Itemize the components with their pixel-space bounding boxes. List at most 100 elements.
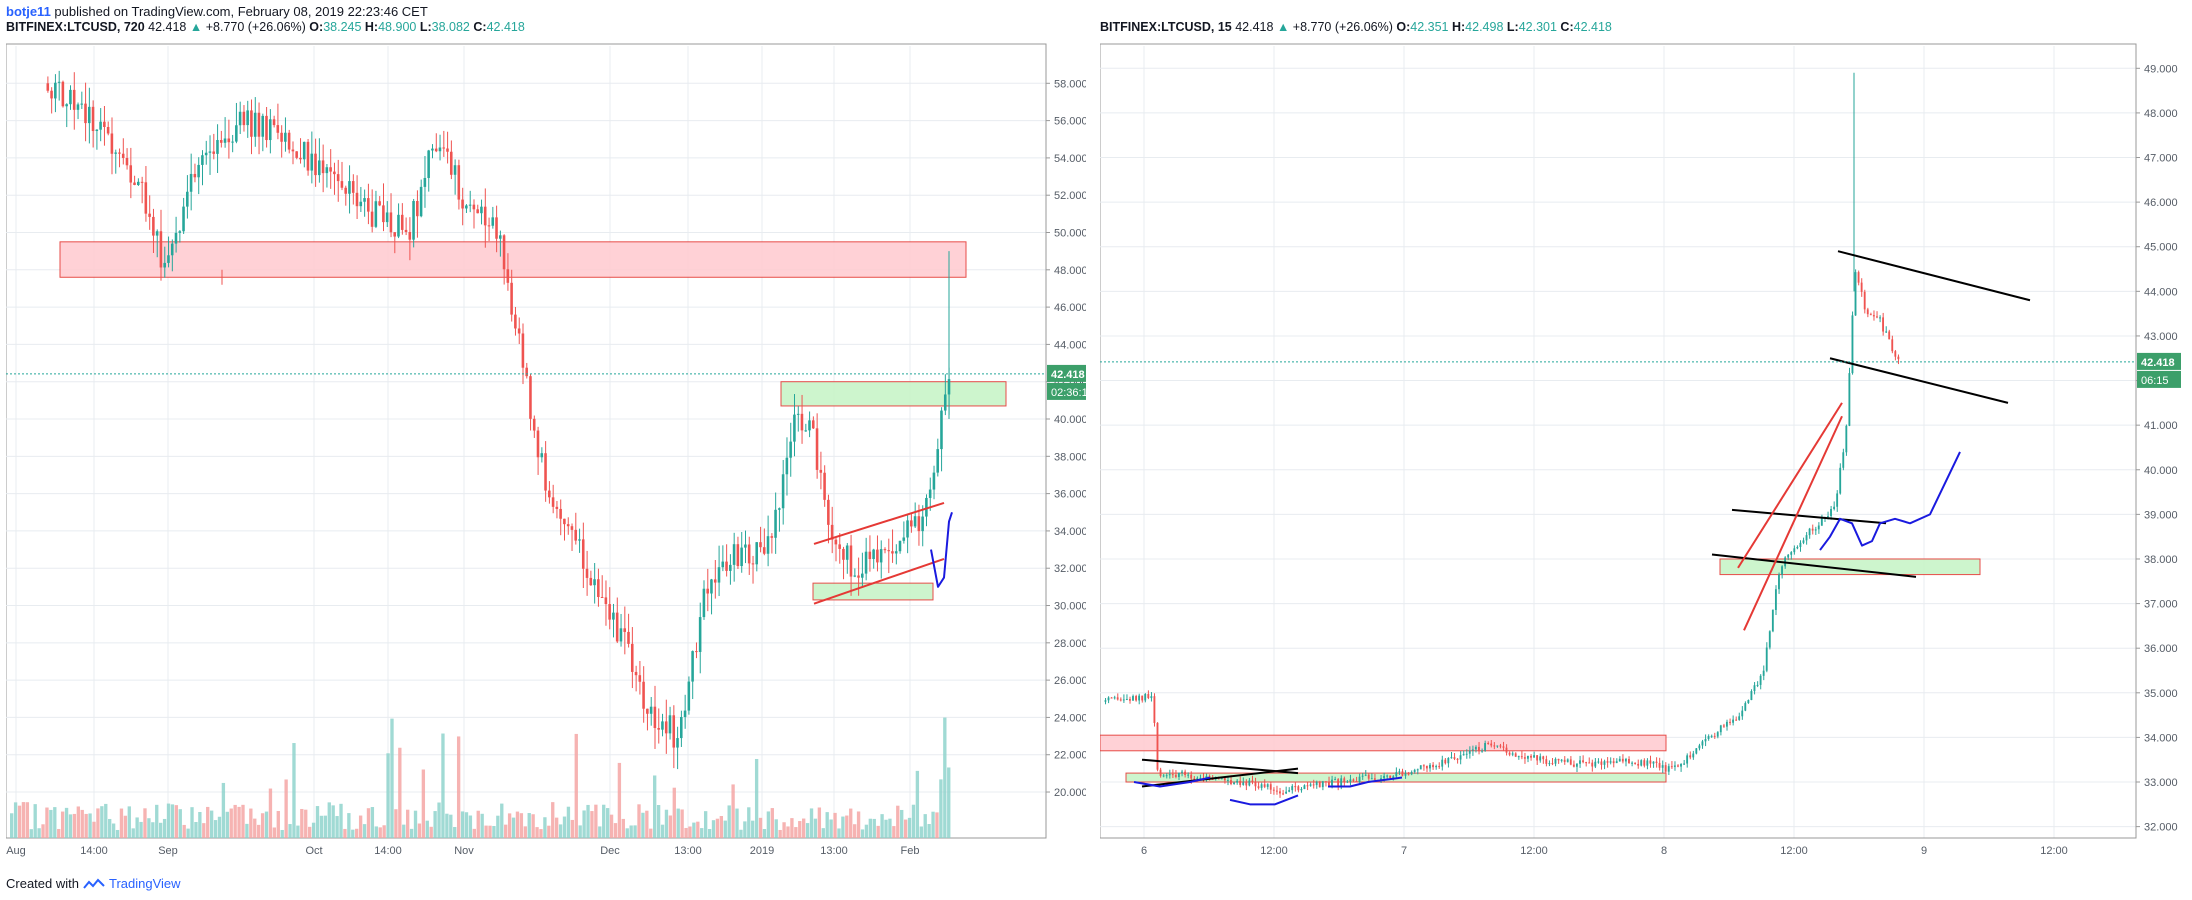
y-tick-label: 41.000 — [2144, 420, 2178, 432]
candle-body — [1722, 725, 1725, 727]
right-chart-legend: BITFINEX:LTCUSD, 15 42.418 ▲ +8.770 (+26… — [1100, 20, 1612, 34]
left-symbol[interactable]: BITFINEX:LTCUSD, 720 — [6, 20, 145, 34]
candle-body — [370, 211, 374, 227]
volume-bar — [147, 818, 151, 838]
candle-body — [1168, 774, 1171, 776]
candle-body — [808, 420, 811, 431]
candle-body — [736, 544, 740, 567]
candle-body — [427, 150, 430, 178]
candle-body — [99, 121, 102, 130]
volume-bar — [127, 806, 131, 838]
candle-body — [1738, 716, 1741, 720]
candle-body — [1324, 781, 1327, 783]
volume-bar — [151, 822, 155, 838]
candle-body — [1162, 775, 1165, 777]
candle-body — [657, 728, 660, 730]
volume-bar — [233, 804, 237, 838]
candle-body — [1872, 315, 1875, 317]
volume-bar — [13, 802, 18, 838]
author-link[interactable]: botje11 — [6, 4, 51, 19]
left-open-value: 38.245 — [323, 20, 362, 34]
x-tick-label: Sep — [158, 845, 178, 857]
candle-body — [129, 165, 133, 183]
candle-body — [1658, 762, 1661, 768]
y-tick-label: 40.000 — [2144, 465, 2178, 477]
candle-body — [1542, 756, 1545, 760]
candle-body — [397, 214, 400, 237]
volume-bar — [178, 809, 182, 838]
volume-bar — [798, 821, 802, 838]
candle-body — [1802, 540, 1805, 543]
candle-body — [1820, 518, 1823, 526]
right-symbol[interactable]: BITFINEX:LTCUSD, 15 — [1100, 20, 1232, 34]
candle-body — [834, 539, 838, 545]
volume-bar — [837, 828, 841, 838]
candle-body — [1719, 725, 1722, 733]
candle-body — [1704, 739, 1707, 742]
candle-body — [1830, 509, 1832, 517]
volume-bar — [119, 808, 124, 838]
candle-body — [144, 182, 148, 214]
volume-bar — [64, 807, 69, 838]
volume-bar — [292, 743, 296, 838]
tradingview-link[interactable]: TradingView — [108, 876, 181, 891]
candle-body — [1517, 756, 1520, 758]
candle-body — [785, 457, 789, 475]
volume-bar — [609, 814, 614, 838]
right-chart-panel[interactable]: BITFINEX:LTCUSD, 15 42.418 ▲ +8.770 (+26… — [1100, 20, 2186, 870]
candle-body — [910, 520, 913, 527]
volume-bar — [166, 803, 171, 838]
volume-bar — [692, 822, 696, 838]
right-chart-canvas[interactable]: 49.000 48.000 47.000 46.000 45.000 44.000 43.0… — [1100, 20, 2186, 870]
candle-body — [1860, 282, 1863, 292]
volume-bar — [645, 810, 649, 838]
y-tick-label: 38.000 — [2144, 554, 2178, 566]
volume-bar — [907, 817, 912, 838]
candle-body — [1456, 758, 1459, 760]
candle-body — [1560, 759, 1563, 761]
candle-body — [1239, 780, 1242, 785]
volume-bar — [590, 811, 594, 838]
candle-body — [1116, 697, 1119, 700]
candle-body — [54, 82, 57, 99]
left-chart-canvas[interactable]: 58.000 56.000 54.000 52.000 50.000 48.000 46.0… — [6, 20, 1086, 870]
candle-body — [1288, 790, 1291, 792]
candle-body — [159, 231, 163, 268]
candle-body — [1493, 745, 1496, 747]
candle-body — [1490, 743, 1493, 746]
x-tick-label: Oct — [305, 845, 322, 857]
candle-body — [57, 81, 61, 83]
volume-bar — [453, 827, 457, 838]
candle-body — [1107, 697, 1110, 701]
candle-body — [336, 174, 340, 182]
candle-body — [868, 551, 872, 560]
candle-body — [1321, 781, 1324, 788]
volume-bar — [747, 807, 751, 838]
candle-body — [1689, 755, 1692, 758]
volume-bar — [84, 813, 88, 838]
candle-body — [1557, 758, 1560, 761]
candle-body — [502, 235, 506, 270]
volume-bar — [653, 775, 657, 838]
volume-bar — [821, 828, 825, 838]
candle-body — [287, 132, 291, 150]
volume-bar — [488, 825, 492, 838]
candle-body — [1664, 765, 1667, 772]
volume-bar — [892, 826, 896, 838]
candle-body — [1468, 750, 1471, 754]
trendline — [813, 557, 945, 605]
candle-body — [1683, 763, 1685, 765]
candle-body — [1530, 755, 1532, 758]
candle-body — [1413, 769, 1416, 773]
volume-bar — [268, 788, 273, 838]
volume-bar — [668, 815, 673, 838]
volume-bar — [790, 818, 794, 838]
candle-body — [766, 536, 770, 554]
volume-bar — [237, 806, 241, 838]
candle-body — [351, 181, 355, 193]
volume-bar — [45, 807, 49, 838]
volume-bar — [711, 820, 716, 838]
candle-body — [1817, 525, 1820, 530]
left-chart-panel[interactable]: BITFINEX:LTCUSD, 720 42.418 ▲ +8.770 (+2… — [6, 20, 1086, 870]
candle-body — [1119, 699, 1122, 701]
